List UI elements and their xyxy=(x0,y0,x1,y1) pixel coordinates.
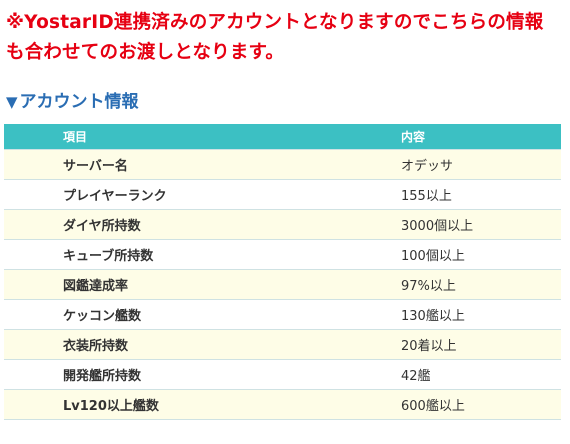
row-value: 97%以上 xyxy=(401,269,561,300)
header-item: 項目 xyxy=(4,124,401,150)
row-label: Lv120以上艦数 xyxy=(4,389,401,420)
table-row: プレイヤーランク 155以上 xyxy=(4,179,561,210)
row-label: 衣装所持数 xyxy=(4,329,401,360)
section-heading: ▼ アカウント情報 xyxy=(6,91,139,113)
header-content: 内容 xyxy=(401,124,561,150)
row-value: 600艦以上 xyxy=(401,389,561,420)
table-row: 開発艦所持数 42艦 xyxy=(4,359,561,390)
triangle-down-icon: ▼ xyxy=(6,93,18,111)
table-row: ダイヤ所持数 3000個以上 xyxy=(4,209,561,240)
row-label: キューブ所持数 xyxy=(4,239,401,270)
table-row: 衣装所持数 20着以上 xyxy=(4,329,561,360)
row-label: ケッコン艦数 xyxy=(4,299,401,330)
row-value: 20着以上 xyxy=(401,329,561,360)
row-value: 3000個以上 xyxy=(401,209,561,240)
row-label: 図鑑達成率 xyxy=(4,269,401,300)
row-label: ダイヤ所持数 xyxy=(4,209,401,240)
section-title-text: アカウント情報 xyxy=(19,92,139,112)
row-value: 42艦 xyxy=(401,359,561,390)
row-value: 100個以上 xyxy=(401,239,561,270)
row-label: 開発艦所持数 xyxy=(4,359,401,390)
table-row: Lv120以上艦数 600艦以上 xyxy=(4,389,561,420)
table-row: サーバー名 オデッサ xyxy=(4,149,561,180)
row-value: 130艦以上 xyxy=(401,299,561,330)
table-row: キューブ所持数 100個以上 xyxy=(4,239,561,270)
row-value: 155以上 xyxy=(401,179,561,210)
row-label: プレイヤーランク xyxy=(4,179,401,210)
table-row: ケッコン艦数 130艦以上 xyxy=(4,299,561,330)
account-info-table: 項目 内容 サーバー名 オデッサ プレイヤーランク 155以上 ダイヤ所持数 3… xyxy=(4,124,561,420)
notice-text: ※YostarID連携済みのアカウントとなりますのでこちらの情報も合わせてのお渡… xyxy=(6,12,544,63)
row-value: オデッサ xyxy=(401,149,561,180)
row-label: サーバー名 xyxy=(4,149,401,180)
table-row: 図鑑達成率 97%以上 xyxy=(4,269,561,300)
table-header-row: 項目 内容 xyxy=(4,124,561,150)
